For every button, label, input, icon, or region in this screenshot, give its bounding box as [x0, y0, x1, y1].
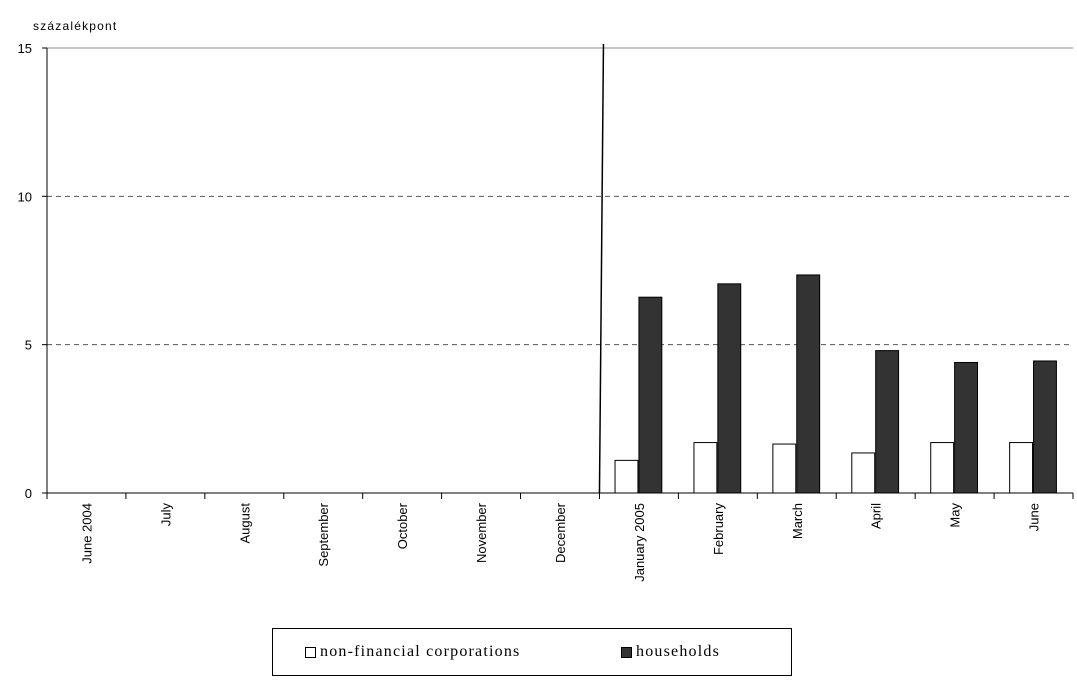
y-tick-label: 10 [18, 189, 32, 204]
y-tick-labels: 0 5 10 15 [18, 41, 32, 501]
bar-non-financial [693, 442, 718, 494]
bar-households [1033, 360, 1057, 494]
bar-non-financial [772, 443, 797, 494]
x-tick-label: February [711, 503, 726, 556]
y-axis-label: százalékpont [33, 19, 117, 33]
y-tick-label: 5 [25, 338, 32, 353]
bar-households [796, 274, 821, 494]
bar-households [875, 350, 900, 494]
x-tick-label: May [948, 503, 963, 528]
bar-non-financial [614, 459, 639, 494]
bar-non-financial [1009, 442, 1034, 494]
x-tick-label: September [316, 502, 331, 566]
legend-item-households: households [621, 643, 720, 661]
bar-chart: százalékpont 0 5 10 15 June 2004 July August S… [18, 19, 1074, 582]
x-tick-label: August [237, 503, 252, 544]
y-tick-label: 15 [18, 41, 32, 56]
legend-item-non-financial: non-financial corporations [305, 643, 520, 661]
bar-non-financial [851, 452, 876, 494]
bars [614, 274, 1057, 494]
gridlines [47, 47, 1073, 346]
x-tick-labels: June 2004 July August September October Novem… [79, 502, 1041, 581]
legend: non-financial corporations households [272, 628, 792, 676]
axes [42, 43, 1074, 499]
legend-swatch-dark [621, 646, 632, 658]
bar-households [638, 296, 663, 494]
x-tick-label: March [790, 503, 805, 539]
legend-swatch-white [305, 646, 316, 658]
x-tick-label: June [1027, 503, 1042, 531]
x-tick-label: December [553, 502, 568, 563]
period-divider-line [598, 43, 605, 494]
x-tick-label: January 2005 [632, 503, 647, 582]
x-tick-label: November [474, 502, 489, 563]
x-tick-label: July [158, 503, 173, 527]
y-tick-label: 0 [25, 486, 32, 501]
legend-label: households [636, 643, 720, 660]
legend-label: non-financial corporations [320, 643, 521, 660]
x-tick-label: June 2004 [79, 503, 94, 564]
bar-households [717, 283, 742, 494]
x-tick-label: October [395, 502, 410, 549]
x-tick-label: April [869, 503, 884, 529]
bar-non-financial [930, 442, 955, 494]
bar-households [954, 361, 979, 494]
